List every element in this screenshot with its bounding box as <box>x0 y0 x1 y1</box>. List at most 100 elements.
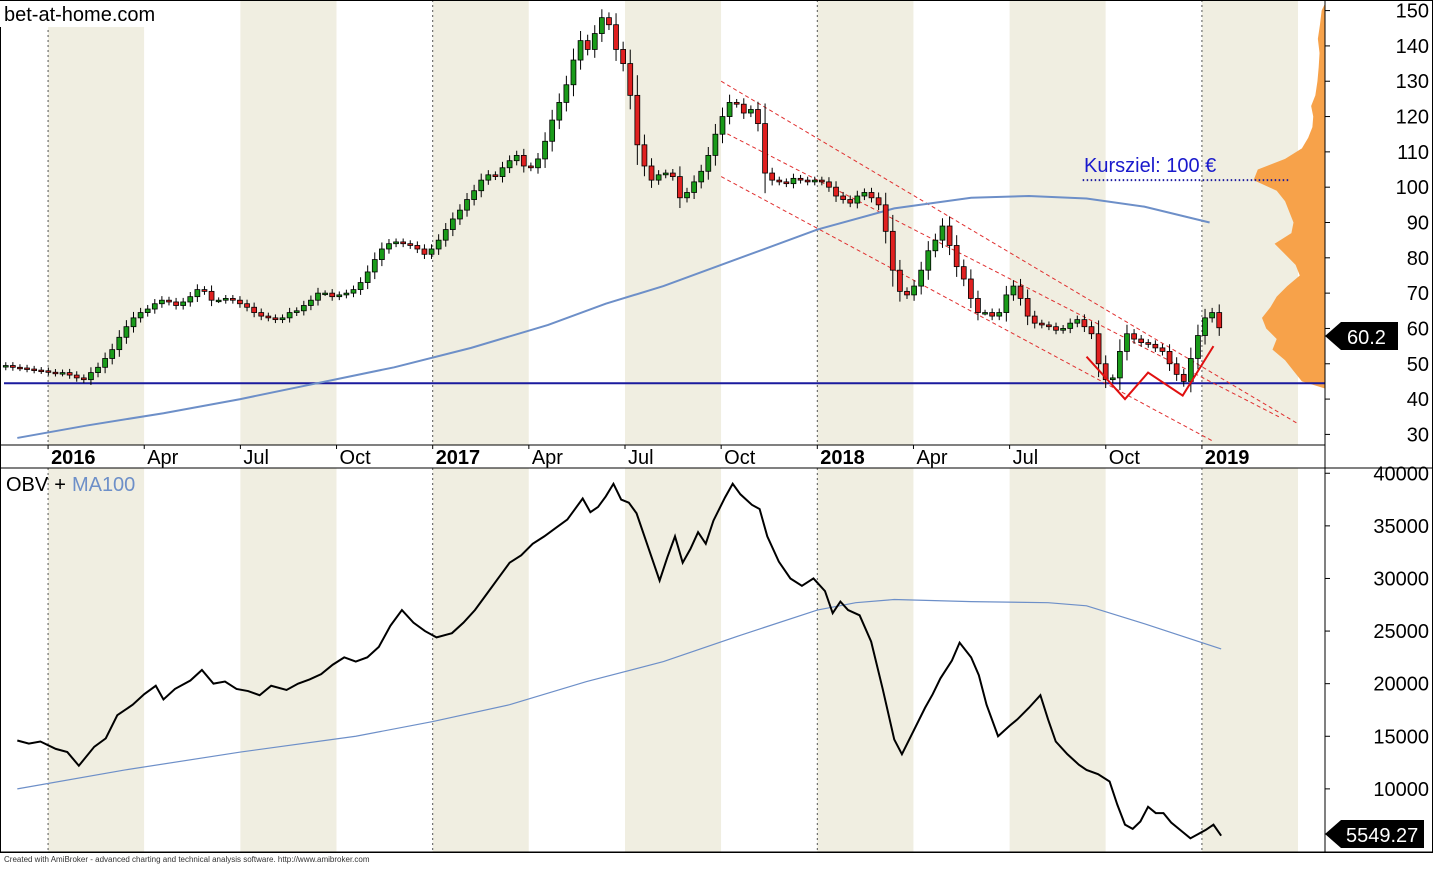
candle-body <box>861 192 868 197</box>
candle-body <box>357 282 364 291</box>
date-tick-label: 2018 <box>820 447 865 469</box>
price-tick-label: 70 <box>1407 283 1429 305</box>
obv-line <box>17 481 1222 840</box>
date-tick-label: 2017 <box>436 447 481 469</box>
candle-body <box>435 239 442 250</box>
band-bottom <box>1105 468 1202 852</box>
obv-legend-ma: MA100 <box>72 474 135 496</box>
price-tick-label: 30 <box>1407 424 1429 446</box>
obv-legend: OBV + MA100 <box>6 474 135 496</box>
candle-body <box>818 179 825 183</box>
candle-body <box>215 299 222 303</box>
band-top <box>721 0 818 445</box>
obv-tick-label: 10000 <box>1373 779 1429 801</box>
band-bottom <box>48 468 145 852</box>
candle-body <box>762 123 768 174</box>
candle-body <box>1152 343 1159 349</box>
candle-body <box>691 181 697 193</box>
candle-body <box>66 372 73 376</box>
candle-body <box>726 102 733 117</box>
candle-body <box>1031 315 1038 324</box>
candle-body <box>279 317 286 321</box>
price-tick-label: 90 <box>1407 213 1429 235</box>
date-tick-label: Apr <box>532 447 563 469</box>
candle-body <box>826 181 832 188</box>
candle-body <box>308 299 314 306</box>
candle-body <box>840 195 846 200</box>
candle-body <box>620 49 626 64</box>
candle-body <box>144 308 151 313</box>
footer-credit: Created with AmiBroker - advanced charti… <box>4 855 370 864</box>
date-tick-label: Apr <box>916 447 947 469</box>
candle-body <box>563 84 570 103</box>
band-top <box>48 0 145 445</box>
candle-body <box>641 144 648 167</box>
candle-body <box>1145 342 1152 345</box>
band-top <box>625 0 722 445</box>
candle-body <box>748 109 754 114</box>
candle-body <box>1109 377 1116 381</box>
candle-body <box>769 172 776 181</box>
candle-body <box>513 154 520 162</box>
date-tick-label: Jul <box>243 447 269 469</box>
candle-body <box>364 271 371 283</box>
band-bottom <box>913 468 1010 852</box>
candle-body <box>350 289 357 294</box>
candle-body <box>38 369 45 373</box>
band-bottom <box>240 468 337 852</box>
candle-body <box>797 177 804 181</box>
candle-body <box>606 17 612 26</box>
date-tick-label: Oct <box>340 447 372 469</box>
candle-body <box>1038 322 1045 326</box>
candle-body <box>1017 285 1024 299</box>
candle-body <box>88 372 94 381</box>
candle-body <box>584 40 591 50</box>
candle-body <box>1046 324 1052 328</box>
candle-body <box>1195 335 1201 359</box>
candle-body <box>776 179 783 183</box>
candle-body <box>52 371 59 375</box>
candle-body <box>897 269 903 292</box>
candle-body <box>634 94 641 146</box>
candle-body <box>265 315 272 319</box>
last-price-marker: 60.2 <box>1325 322 1398 350</box>
candle-body <box>1159 347 1166 352</box>
candle-body <box>790 177 797 185</box>
candle-body <box>733 102 740 105</box>
candle-body <box>478 179 485 192</box>
price-tick-label: 110 <box>1397 142 1429 164</box>
chart-title: bet-at-home.com <box>4 4 155 26</box>
date-tick-label: Oct <box>1109 447 1141 469</box>
candle-body <box>1003 294 1010 313</box>
candle-body <box>45 370 52 373</box>
date-axis: 2016 Apr Jul Oct 2017 Apr Jul Oct 2018 Apr Jul Oct 2… <box>47 445 1249 469</box>
candle-body <box>1124 333 1130 352</box>
candle-body <box>520 154 527 167</box>
candle-body <box>783 181 790 185</box>
band-top <box>144 0 241 445</box>
candle-body <box>889 230 896 271</box>
obv-legend-plus: + <box>54 474 66 496</box>
candle-body <box>677 176 683 199</box>
candle-body <box>946 225 953 246</box>
candle-body <box>464 199 470 211</box>
candle-body <box>535 158 541 169</box>
candle-body <box>400 241 407 245</box>
candle-body <box>1024 298 1031 317</box>
date-tick-label: 2016 <box>51 447 95 469</box>
candle-body <box>705 154 712 172</box>
candle-body <box>300 305 307 312</box>
band-top <box>1201 0 1299 445</box>
candle-body <box>10 365 16 368</box>
candle-body <box>258 312 265 317</box>
candle-body <box>173 301 179 306</box>
date-tick-label: Jul <box>628 447 654 469</box>
candle-body <box>868 192 875 199</box>
candle-body <box>528 165 534 169</box>
candle-body <box>102 358 108 368</box>
candle-body <box>244 303 250 308</box>
candle-body <box>570 59 577 86</box>
candle-body <box>386 243 392 250</box>
candle-body <box>251 306 257 313</box>
